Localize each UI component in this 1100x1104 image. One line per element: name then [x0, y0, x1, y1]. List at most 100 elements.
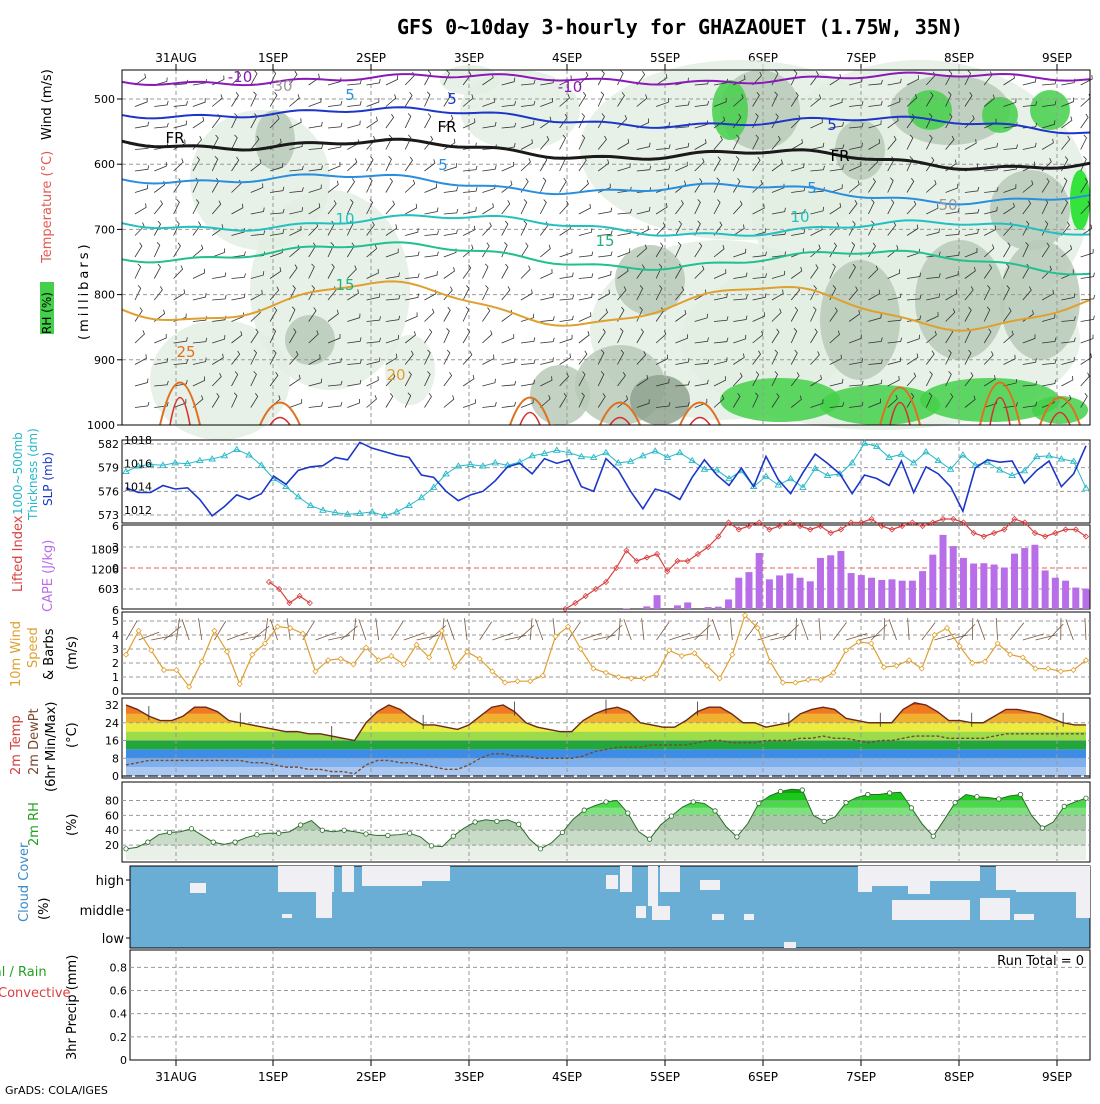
date-label-bottom: 3SEP	[454, 1070, 484, 1084]
date-label-bottom: 5SEP	[650, 1070, 680, 1084]
date-label-bottom: 6SEP	[748, 1070, 778, 1084]
rh-point	[626, 811, 630, 815]
rh-band	[122, 845, 1090, 860]
contour-label: 5	[438, 156, 448, 174]
run-total-label: Run Total = 0	[997, 954, 1084, 969]
temp-tick-label: 32	[105, 699, 119, 712]
temp-tick-label: 8	[112, 752, 119, 765]
temp-band	[122, 767, 1090, 776]
pressure-tick-label: 900	[94, 354, 115, 367]
rh-point	[364, 832, 368, 836]
rh-point	[495, 819, 499, 823]
contour-label: 25	[176, 343, 195, 361]
pressure-tick-label: 800	[94, 289, 115, 302]
cloud-gap	[282, 914, 292, 918]
cape-bar	[827, 555, 834, 609]
li-tick-label: 6	[112, 520, 119, 533]
temp-label-3: (6hr Min/Max)	[44, 702, 59, 792]
contour-label: 10	[790, 208, 809, 226]
temp-tick-label: 0	[112, 770, 119, 783]
rh-tick-label: 20	[105, 839, 119, 852]
cloud-gap	[700, 880, 720, 890]
cloud-level-label: middle	[80, 904, 124, 919]
date-label-top: 4SEP	[552, 51, 582, 65]
thickness-label-1: 1000~500mb	[11, 432, 25, 515]
slp-label: SLP (mb)	[41, 452, 55, 506]
rh-point	[320, 828, 324, 832]
wind-label-1: 10m Wind	[9, 621, 24, 687]
cape-bar	[705, 607, 712, 609]
cape-bar	[1072, 588, 1079, 609]
cloud-gap	[744, 914, 754, 920]
precip-axis: 00.20.40.60.8	[110, 961, 128, 1067]
pressure-tick-label: 500	[94, 93, 115, 106]
contour-label: FR	[437, 118, 456, 136]
precip-label-2: Convective	[0, 986, 71, 1001]
cape-bar	[980, 563, 987, 609]
cape-bar	[940, 535, 947, 609]
cape-tick-label: 603	[98, 583, 119, 596]
cape-bar	[960, 558, 967, 609]
rh-point	[255, 832, 259, 836]
thickness-tick-label: 582	[98, 438, 119, 451]
cloud-gap	[316, 892, 332, 918]
wind-tick-label: 1	[112, 671, 119, 684]
date-label-bottom: 4SEP	[552, 1070, 582, 1084]
rh-point	[669, 814, 673, 818]
rh-point	[647, 837, 651, 841]
cape-bar	[745, 572, 752, 609]
contour-label: 10	[335, 210, 354, 228]
wind-tick-label: 0	[112, 685, 119, 698]
cape-bar	[715, 607, 722, 609]
cape-bar	[684, 602, 691, 609]
cape-bar	[888, 579, 895, 609]
rh-point	[800, 788, 804, 792]
cloud-gap	[636, 906, 646, 918]
rh-point	[407, 831, 411, 835]
cape-bar	[797, 578, 804, 609]
cloud-gap	[652, 906, 670, 920]
pressure-tick-label: 700	[94, 223, 115, 236]
date-label-bottom: 2SEP	[356, 1070, 386, 1084]
rh-point	[604, 800, 608, 804]
temp-band	[122, 741, 1090, 750]
cape-bar	[654, 595, 661, 609]
wind-tick-label: 3	[112, 643, 119, 656]
slp-tick-label: 1016	[124, 457, 152, 470]
cloud-gap	[420, 866, 450, 881]
rh-shade-cell	[712, 80, 748, 140]
cape-bar	[950, 546, 957, 609]
cloud-gap	[712, 914, 724, 920]
date-label-top: 5SEP	[650, 51, 680, 65]
rh-shade-cell	[255, 110, 295, 170]
rh-point	[866, 792, 870, 796]
cloud-label-1: Cloud Cover	[17, 842, 32, 922]
rh-point	[386, 833, 390, 837]
rh-point	[778, 789, 782, 793]
cloud-gap	[996, 866, 1018, 890]
precip-tick-label: 0	[120, 1054, 127, 1067]
cloud-gap	[362, 866, 422, 886]
rh-label-1: 2m RH	[27, 802, 42, 846]
rh-point	[146, 840, 150, 844]
credit: GrADS: COLA/IGES	[5, 1084, 108, 1097]
cape-bar	[919, 571, 926, 609]
rh-point	[1062, 804, 1066, 808]
rh-point	[975, 795, 979, 799]
rh-point	[429, 844, 433, 848]
rh-point	[1084, 796, 1088, 800]
cloud-gap	[920, 866, 980, 881]
date-label-bottom: 8SEP	[944, 1070, 974, 1084]
rh-point	[277, 831, 281, 835]
rh-point	[342, 828, 346, 832]
slp-tick-label: 1018	[124, 434, 152, 447]
temp-label-2: 2m DewPt	[27, 708, 42, 775]
cloud-gap	[278, 866, 334, 892]
